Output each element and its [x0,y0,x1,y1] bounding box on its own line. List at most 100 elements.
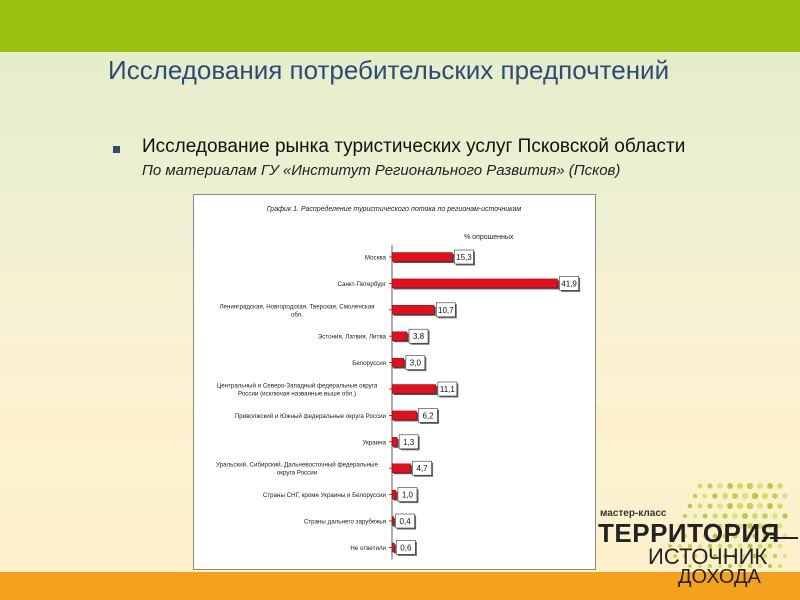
logo-dot [742,513,748,519]
logo-dot [777,503,783,509]
logo-dot [717,503,723,509]
logo-dot [731,492,739,500]
chart-bar [391,463,411,473]
chart-bar [391,331,408,341]
logo-dot [752,533,758,539]
logo-dot [717,543,723,549]
logo-dot [777,523,783,529]
logo-dot [687,503,693,509]
slide-subtitle: Исследование рынка туристических услуг П… [142,136,686,157]
logo-dot [732,553,738,559]
logo-dot [717,483,723,489]
logo-dot [692,533,698,539]
logo-dot [682,513,688,519]
logo-dot [702,513,708,519]
logo-caption: мастер-класс [600,508,667,519]
logo-dot [682,533,688,539]
logo-dot [772,493,778,499]
chart-data-label: 15,3 [456,253,472,262]
logo-dot [692,493,698,499]
logo-dot [727,503,733,509]
chart-data-label-box [559,276,579,291]
slide-source: По материалам ГУ «Институт Регионального… [142,162,621,179]
logo-dot [777,483,783,489]
logo-dot [746,502,754,510]
logo-dot [772,553,778,559]
chart-bar [391,357,405,368]
logo-dot [777,543,783,549]
logo-dot [727,563,733,569]
logo-dot [707,523,713,529]
chart-category-label: России (исключая названные выше обл.) [238,391,356,398]
logo-dot [752,553,758,559]
logo-dot [697,503,703,509]
logo-dot [782,513,788,519]
chart-category-label: Страны СНГ, кроме Украины и Белоруссии [263,492,387,499]
logo-dot [742,553,748,559]
logo-dot [702,553,708,559]
logo-dot [757,563,763,569]
logo-dot [727,543,733,549]
logo-dot [772,513,778,519]
logo-dot [707,483,713,489]
logo-dot [697,523,703,529]
chart-data-label-box [405,355,426,370]
bullet-marker [113,146,120,153]
logo-dot [702,493,708,499]
logo-dot [722,513,728,519]
logo-dot [746,482,754,490]
chart-data-label: 10,7 [438,306,454,315]
logo-dot [736,482,744,490]
chart-data-label: 3,0 [410,359,422,368]
chart-data-label-box [418,408,438,423]
logo-dot [722,533,728,539]
chart-category-label: обл. [291,311,303,318]
chart-category-label: Санкт-Петербург [337,281,386,288]
chart-data-label-box [454,249,474,265]
logo-dot [742,533,748,539]
chart-data-label-box [396,540,416,555]
logo-dot [737,563,743,569]
logo-dot [693,554,697,558]
chart-data-label: 1,3 [403,438,415,447]
chart-title: График 1. Распределение туристического п… [267,205,522,213]
logo-rule [770,537,798,539]
logo-dot [767,543,773,549]
logo-dot [737,523,743,529]
logo-dot [707,543,713,549]
logo-dot [717,563,723,569]
logo-dot [747,543,753,549]
logo-dot [678,544,682,548]
logo-dot [767,503,773,509]
logo-dot [782,553,788,559]
chart-bar [391,278,558,289]
logo-dot [767,483,773,489]
chart-unit-label: % опрошенных [464,234,514,241]
logo-dot [712,513,718,519]
chart-data-label: 3,8 [413,332,425,341]
chart-data-label: 0,6 [400,543,412,552]
logo-dot [757,543,763,549]
chart-data-label: 6,2 [422,411,434,420]
chart-data-label: 0,4 [400,517,412,526]
logo-dots-decoration [668,482,788,569]
chart-data-label: 1,0 [402,491,414,500]
logo-dot [673,534,677,538]
logo-dot [747,523,753,529]
logo-dot [762,513,768,519]
bar-chart: График 1. Распределение туристического п… [216,205,581,560]
logo-dot [668,544,672,548]
chart-bar-shadow [393,518,396,527]
chart-data-label-box [408,328,429,344]
logo-dot [756,482,764,490]
logo-dot [708,564,712,568]
chart-category-label: Белоруссия [352,360,386,367]
logo-line-3: ДОХОДА [678,566,761,588]
logo-dot [673,554,677,558]
chart-category-label: Ленинградская, Новгородская, Тверская, С… [220,303,375,310]
chart-category-label: Центральный и Северо-Западный федеральны… [217,383,378,390]
top-color-bar [0,0,800,52]
chart-category-label: округа России [277,470,318,477]
chart-bar [391,252,453,262]
chart-category-label: Эстония, Латвия, Литва [318,334,387,341]
